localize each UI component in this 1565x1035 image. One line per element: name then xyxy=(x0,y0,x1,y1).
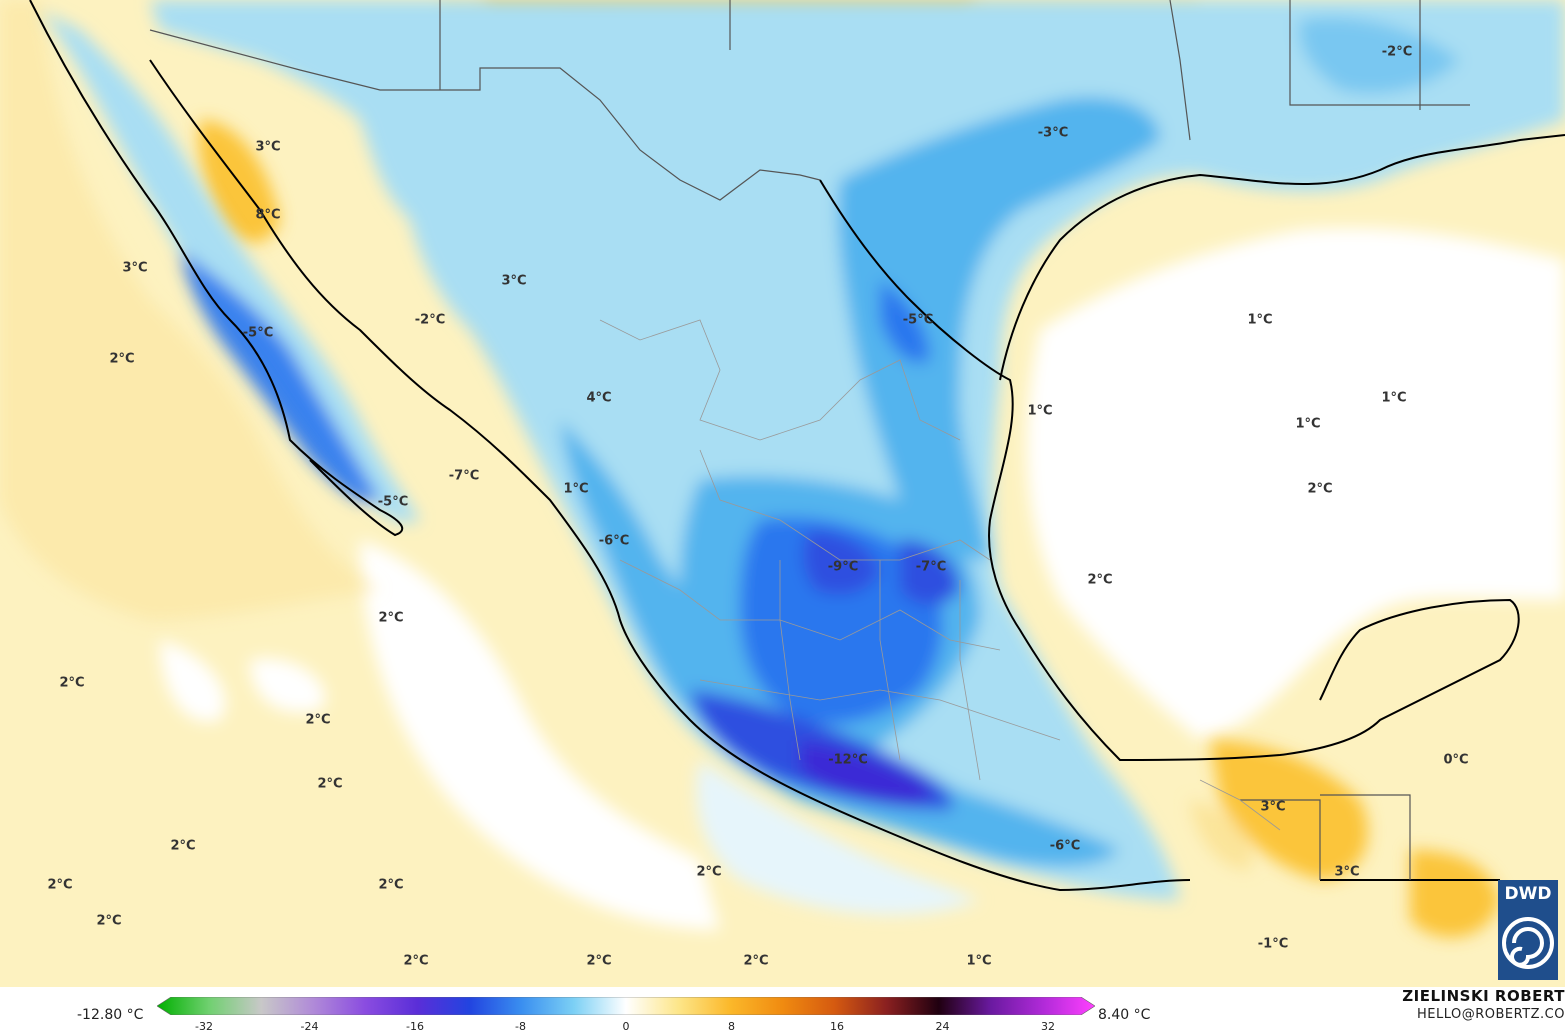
dwd-logo: DWD xyxy=(1498,880,1558,980)
legend-tick-label: 0 xyxy=(622,1020,630,1033)
temperature-label: 2°C xyxy=(170,838,196,854)
temperature-label: 8°C xyxy=(255,207,281,223)
coastlines xyxy=(29,0,1565,892)
temperature-label: 1°C xyxy=(1381,390,1407,406)
temperature-label: -7°C xyxy=(915,559,947,575)
color-legend: -12.80 °C -32 -24 -16 -8 0 8 16 24 32 8.40 °C ZI… xyxy=(0,987,1565,1035)
author-credit: ZIELINSKI ROBERT xyxy=(1402,987,1565,1005)
temperature-label: -9°C xyxy=(827,559,859,575)
temperature-label: 2°C xyxy=(1307,481,1333,497)
temperature-label: 2°C xyxy=(403,953,429,969)
temperature-label: -6°C xyxy=(1049,838,1081,854)
temperature-label: 3°C xyxy=(1260,799,1286,815)
temperature-label: 2°C xyxy=(305,712,331,728)
temperature-label: -12°C xyxy=(828,752,868,768)
temperature-label: 1°C xyxy=(1247,312,1273,328)
legend-tick-label: -16 xyxy=(406,1020,424,1033)
legend-tick-label: -24 xyxy=(300,1020,319,1033)
borders xyxy=(149,0,1470,880)
temperature-label: 4°C xyxy=(586,390,612,406)
temperature-label: -7°C xyxy=(448,468,480,484)
temperature-label: -6°C xyxy=(598,533,630,549)
temperature-label: 1°C xyxy=(966,953,992,969)
temperature-label: 2°C xyxy=(96,913,122,929)
temperature-label: -3°C xyxy=(1037,125,1069,141)
state-borders xyxy=(599,319,1281,831)
author-email: HELLO@ROBERTZ.CO xyxy=(1416,1007,1565,1022)
temperature-label: 2°C xyxy=(317,776,343,792)
legend-tick-label: 8 xyxy=(728,1020,735,1033)
temperature-label: 3°C xyxy=(1334,864,1360,880)
cold-areas xyxy=(40,0,1565,900)
legend-tick-label: 32 xyxy=(1041,1020,1055,1033)
legend-min-value: -12.80 °C xyxy=(77,1007,144,1023)
temperature-label: 2°C xyxy=(378,610,404,626)
legend-tick-label: -8 xyxy=(515,1020,526,1033)
map-canvas xyxy=(0,0,1565,987)
temperature-label: -5°C xyxy=(902,312,934,328)
legend-color-bar xyxy=(157,997,1095,1015)
legend-max-value: 8.40 °C xyxy=(1098,1007,1151,1023)
temperature-label: 2°C xyxy=(1087,572,1113,588)
temperature-label: 3°C xyxy=(122,260,148,276)
temperature-label: -2°C xyxy=(414,312,446,328)
legend-tick-label: 16 xyxy=(830,1020,844,1033)
legend-tick-label: 24 xyxy=(935,1020,950,1033)
temperature-label: 1°C xyxy=(1295,416,1321,432)
temperature-label: 1°C xyxy=(563,481,589,497)
swirl-icon xyxy=(1502,917,1554,969)
temperature-label: 2°C xyxy=(47,877,73,893)
dwd-logo-text: DWD xyxy=(1504,884,1552,904)
temperature-label: -1°C xyxy=(1257,936,1289,952)
temperature-label: 2°C xyxy=(743,953,769,969)
temperature-label: 2°C xyxy=(59,675,85,691)
temperature-label: 3°C xyxy=(255,139,281,155)
temperature-label: 2°C xyxy=(109,351,135,367)
temperature-label: -5°C xyxy=(377,494,409,510)
temperature-label: -5°C xyxy=(242,325,274,341)
neutral-ocean-areas xyxy=(160,227,1565,930)
temperature-label: 0°C xyxy=(1443,752,1469,768)
temperature-label: 2°C xyxy=(696,864,722,880)
temperature-label: 2°C xyxy=(378,877,404,893)
legend-tick-label: -32 xyxy=(195,1020,213,1033)
temperature-anomaly-map: -2°C -3°C 3°C 8°C 3°C 3°C -2°C -5°C -5°C 1°C 2°C 4°… xyxy=(0,0,1565,987)
temperature-label: 1°C xyxy=(1027,403,1053,419)
temperature-label: 2°C xyxy=(586,953,612,969)
temperature-label: 3°C xyxy=(501,273,527,289)
temperature-label: -2°C xyxy=(1381,44,1413,60)
